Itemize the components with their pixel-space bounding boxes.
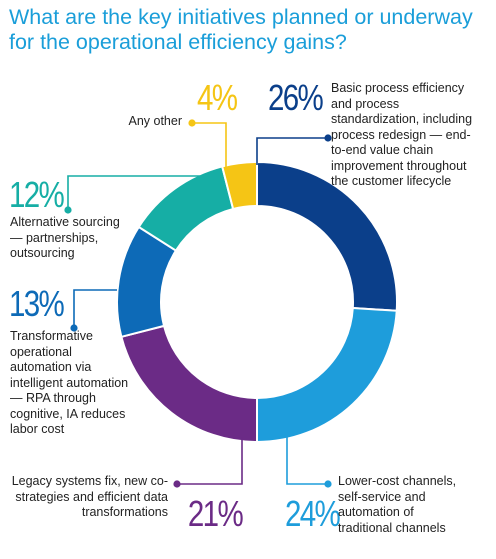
leader-line-lower-cost-channels <box>286 437 328 485</box>
pct-label-process-efficiency: 26% <box>268 77 324 118</box>
pct-label-lower-cost-channels: 24% <box>285 493 341 534</box>
label-transformative-automation: Transformative operational automation vi… <box>10 329 129 436</box>
leader-dot-lower-cost-channels <box>324 480 332 488</box>
donut-slices <box>116 160 398 444</box>
pct-label-alternative-sourcing: 12% <box>9 174 65 215</box>
label-alternative-sourcing: Alternative sourcing — partnerships, out… <box>10 215 120 260</box>
slice-any-other <box>220 160 258 211</box>
leader-dot-transformative-automation <box>70 324 78 332</box>
pct-label-any-other: 4% <box>197 77 238 118</box>
label-process-efficiency: Basic process efficiency and process sta… <box>331 81 473 188</box>
label-any-other: Any other <box>128 114 182 128</box>
pct-label-legacy-systems: 21% <box>187 493 244 534</box>
leader-line-alternative-sourcing <box>67 175 200 210</box>
leader-line-transformative-automation <box>73 289 117 328</box>
chart-title: What are the key initiatives planned or … <box>9 5 473 54</box>
pct-label-transformative-automation: 13% <box>9 283 65 324</box>
leader-dot-process-efficiency <box>324 134 332 142</box>
slice-legacy-systems <box>120 324 258 444</box>
label-lower-cost-channels: Lower-cost channels, self-service and au… <box>338 474 457 535</box>
leader-line-legacy-systems <box>177 437 243 485</box>
label-legacy-systems: Legacy systems fix, new co-strategies an… <box>11 474 168 519</box>
slice-lower-cost-channels <box>256 306 398 444</box>
leader-lines <box>64 119 332 488</box>
leader-dot-legacy-systems <box>173 480 181 488</box>
leader-dot-alternative-sourcing <box>64 206 72 214</box>
leader-line-any-other <box>192 122 227 170</box>
leader-dot-any-other <box>188 119 196 127</box>
leader-line-process-efficiency <box>256 137 328 165</box>
